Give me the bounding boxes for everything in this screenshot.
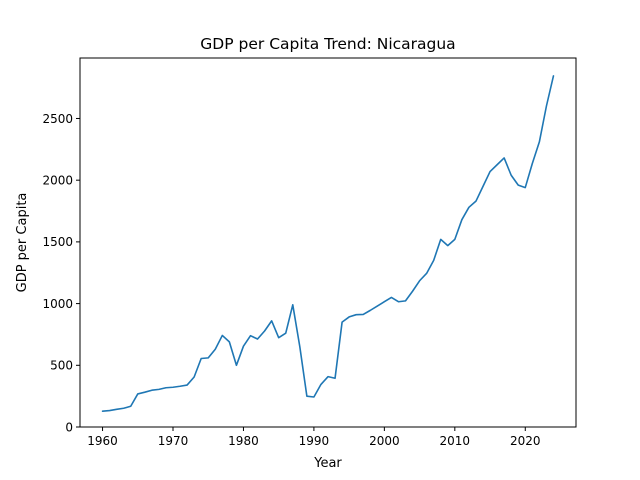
x-tick-label: 1960 <box>87 434 118 448</box>
x-tick-label: 1990 <box>299 434 330 448</box>
y-tick-label: 1000 <box>42 297 73 311</box>
x-axis-label: Year <box>313 456 342 471</box>
x-tick-label: 2010 <box>440 434 471 448</box>
y-tick-label: 2000 <box>42 173 73 187</box>
x-axis: 1960 1970 1980 1990 2000 2010 2020 <box>87 427 541 448</box>
x-tick-label: 2000 <box>369 434 400 448</box>
y-axis-label: GDP per Capita <box>15 193 30 293</box>
plot-frame <box>79 57 577 428</box>
y-axis: 0 500 1000 1500 2000 2500 <box>42 112 80 434</box>
y-tick-label: 2500 <box>42 112 73 126</box>
chart-title: GDP per Capita Trend: Nicaragua <box>200 35 455 53</box>
y-tick-label: 0 <box>65 420 73 434</box>
y-tick-label: 500 <box>50 359 73 373</box>
x-tick-label: 2020 <box>510 434 541 448</box>
x-tick-label: 1980 <box>228 434 259 448</box>
y-tick-label: 1500 <box>42 235 73 249</box>
plot-area <box>101 75 555 413</box>
series-line-0 <box>101 75 555 413</box>
x-tick-label: 1970 <box>158 434 189 448</box>
